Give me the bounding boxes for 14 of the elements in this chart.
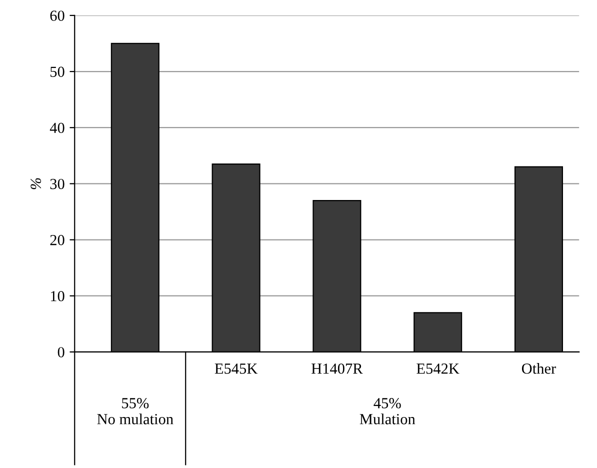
y-tick-label: 30 <box>50 178 64 190</box>
y-tick-label: 20 <box>50 234 64 246</box>
y-tick-label: 0 <box>58 347 64 358</box>
y-tick-label: 10 <box>50 290 64 302</box>
text: 45% Mulation <box>360 398 416 424</box>
y-tick-label: 40 <box>50 122 64 134</box>
y-axis-title: % <box>30 178 42 190</box>
x-tick-label: E542K <box>416 364 460 374</box>
x-tick-label: H1407R <box>311 363 363 374</box>
y-tick-label: 50 <box>50 66 64 77</box>
x-tick-label: E545K <box>214 364 258 374</box>
text: 55% No mulation <box>97 398 174 424</box>
y-tick-label: 60 <box>50 10 64 21</box>
x-tick-label: Other <box>522 363 556 374</box>
